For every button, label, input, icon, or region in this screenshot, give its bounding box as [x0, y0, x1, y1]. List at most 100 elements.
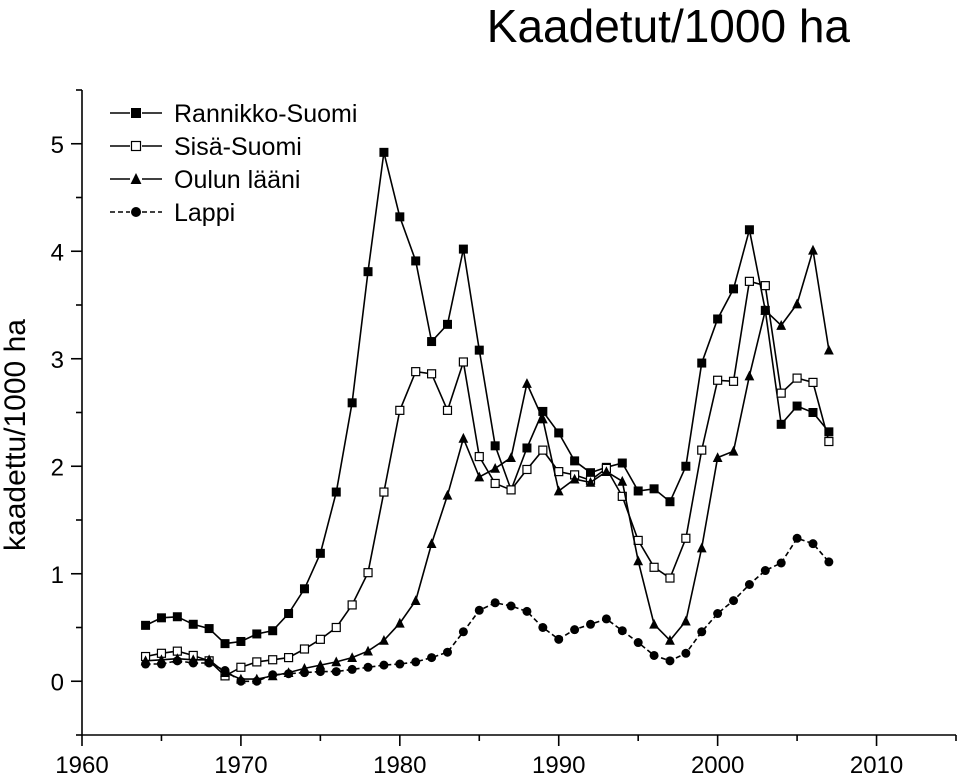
series-0 [141, 147, 834, 649]
data-point [649, 650, 659, 660]
data-point [474, 451, 484, 462]
data-point [617, 626, 627, 636]
data-point [458, 244, 468, 254]
legend-marker [131, 108, 141, 118]
data-point [792, 401, 802, 411]
data-point [697, 627, 707, 637]
data-point [792, 298, 802, 309]
legend-marker [130, 173, 142, 184]
y-tick-label: 1 [51, 562, 64, 589]
data-point [681, 533, 691, 543]
data-point [411, 657, 421, 667]
data-point [458, 627, 468, 637]
axes: 1960 1970 1980 1990 2000 2010 0 1 2 3 4 5 [51, 89, 957, 779]
legend-marker [131, 207, 141, 217]
series-line [145, 152, 830, 645]
data-point [458, 432, 469, 443]
data-point [379, 660, 389, 670]
data-point [823, 344, 834, 355]
data-point [315, 659, 326, 670]
data-point [395, 405, 405, 415]
data-point [411, 367, 421, 377]
data-point [792, 373, 802, 383]
data-point [442, 405, 453, 415]
data-point [442, 647, 452, 657]
x-tick-label: 2010 [850, 752, 903, 779]
data-point [792, 533, 802, 543]
data-point [506, 452, 516, 463]
data-point [824, 427, 834, 437]
data-point [617, 475, 628, 486]
data-point [220, 639, 230, 649]
data-point [506, 485, 516, 495]
data-point [315, 634, 325, 644]
data-point [808, 408, 818, 417]
data-point [442, 319, 452, 329]
data-point [347, 398, 357, 408]
data-point [379, 147, 389, 157]
data-point [490, 478, 500, 489]
data-point [522, 606, 532, 616]
data-point [379, 635, 389, 645]
x-tick-label: 1960 [55, 752, 108, 779]
plot-area [140, 147, 834, 686]
data-point [665, 635, 675, 645]
data-point [522, 443, 532, 453]
data-point [649, 562, 659, 572]
data-point [744, 276, 755, 286]
data-point [601, 466, 612, 477]
y-tick-label: 0 [51, 669, 64, 696]
data-point [681, 648, 691, 658]
data-point [458, 357, 468, 367]
data-point [585, 476, 596, 487]
chart-title: Kaadetut/1000 ha [487, 0, 851, 52]
data-point [156, 613, 166, 623]
y-tick-label: 3 [51, 347, 64, 374]
data-point [172, 656, 182, 666]
series-2 [140, 244, 834, 684]
data-point [236, 676, 246, 686]
data-point [729, 596, 739, 606]
data-point [427, 369, 437, 379]
data-point [283, 652, 294, 663]
data-point [363, 267, 373, 277]
y-tick-label: 2 [51, 454, 64, 481]
data-point [284, 609, 294, 619]
data-point [824, 557, 834, 567]
data-point [808, 244, 818, 255]
data-point [713, 314, 723, 324]
data-point [633, 486, 643, 496]
data-point [633, 638, 643, 648]
x-tick-label: 2000 [691, 752, 744, 779]
data-point [681, 461, 691, 471]
data-point [474, 605, 484, 615]
data-point [284, 669, 294, 679]
data-point [665, 497, 675, 507]
legend-entry: Rannikko-Suomi [110, 100, 357, 128]
data-point [776, 419, 786, 429]
data-point [617, 491, 627, 501]
legend-entry: Lappi [110, 199, 235, 227]
data-point [474, 471, 485, 482]
data-point [268, 655, 278, 665]
data-point [744, 370, 755, 381]
data-point [347, 664, 357, 674]
data-point [331, 487, 341, 497]
data-point [601, 614, 611, 624]
data-point [172, 612, 182, 622]
x-tick-label: 1990 [532, 752, 585, 779]
data-point [697, 358, 707, 368]
data-point [395, 212, 405, 222]
data-point [141, 620, 151, 630]
data-point [729, 284, 739, 294]
data-point [617, 458, 627, 468]
data-point [268, 626, 278, 636]
legend-entry: Oulun lääni [110, 166, 300, 194]
data-point [236, 636, 246, 646]
data-point [760, 566, 770, 576]
data-point [474, 345, 484, 355]
legend-entry: Sisä-Suomi [110, 133, 302, 161]
data-point [570, 456, 580, 466]
y-tick-label: 4 [51, 239, 64, 266]
data-point [633, 555, 644, 566]
